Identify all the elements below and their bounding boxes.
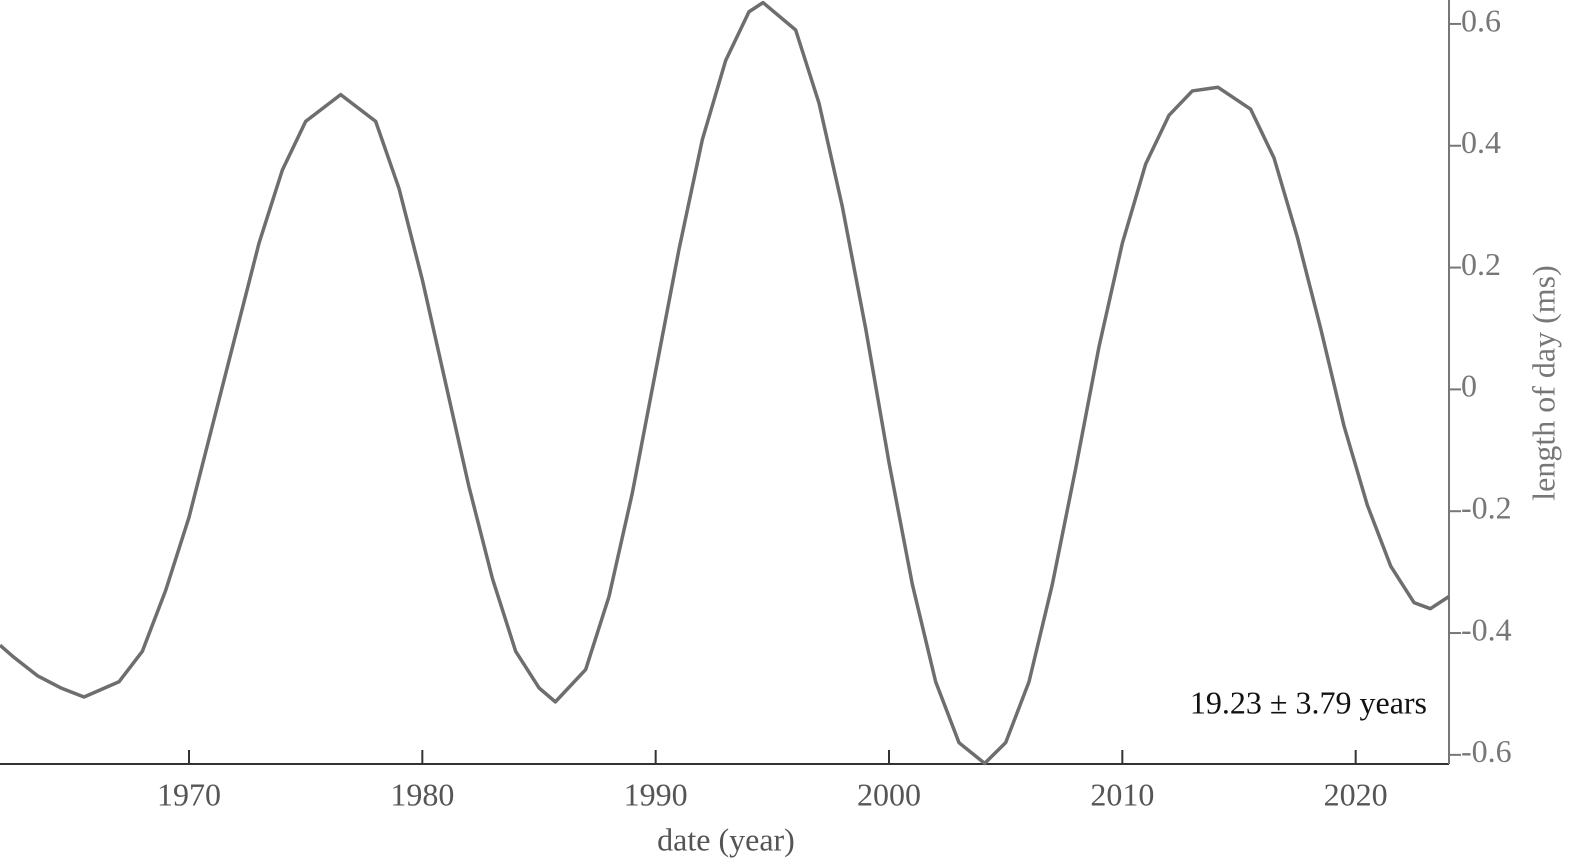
x-tick-label: 2020 [1324, 776, 1388, 812]
y-tick-label: -0.4 [1461, 611, 1512, 647]
y-tick-label: -0.6 [1461, 733, 1512, 769]
x-tick-label: 2010 [1090, 776, 1154, 812]
x-tick-label: 1980 [390, 776, 454, 812]
y-axis-label: length of day (ms) [1525, 265, 1561, 501]
line [0, 0, 1450, 766]
y-tick-label: -0.2 [1461, 490, 1512, 526]
y-tick-label: 0.6 [1461, 2, 1501, 38]
annotation: 19.23 ± 3.79 years [1190, 684, 1427, 720]
x-tick-label: 2000 [857, 776, 921, 812]
y-tick-label: 0.2 [1461, 246, 1501, 282]
x-tick-label: 1970 [157, 776, 221, 812]
y-tick-label: 0.4 [1461, 124, 1501, 160]
x-tick-label: 1990 [624, 776, 688, 812]
y-tick-label: 0 [1461, 368, 1477, 404]
x-axis-label: date (year) [657, 821, 795, 857]
